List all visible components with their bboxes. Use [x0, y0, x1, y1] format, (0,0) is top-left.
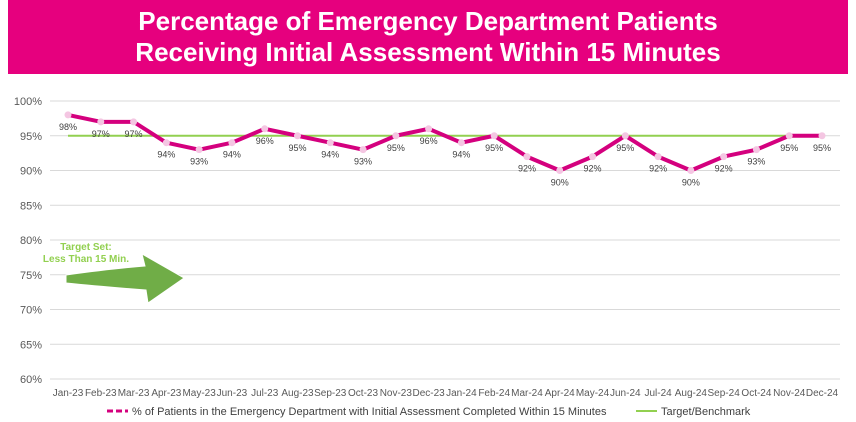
x-tick-label: Feb-23 [85, 388, 117, 399]
data-point [97, 118, 105, 126]
annotation-line-1: Target Set: [60, 242, 112, 253]
x-tick-label: Apr-23 [151, 388, 181, 399]
data-point [392, 132, 400, 140]
data-point [293, 132, 301, 140]
data-point [490, 132, 498, 140]
data-point [130, 118, 138, 126]
x-tick-label: Feb-24 [478, 388, 510, 399]
data-point [162, 139, 170, 147]
data-point [195, 146, 203, 154]
data-label: 92% [715, 164, 733, 174]
x-tick-label: Jun-24 [610, 388, 641, 399]
y-tick-label: 80% [20, 235, 42, 247]
data-label: 95% [485, 143, 503, 153]
x-tick-label: May-24 [576, 388, 610, 399]
y-tick-label: 85% [20, 200, 42, 212]
x-tick-label: Jan-24 [446, 388, 477, 399]
x-tick-label: Jun-23 [217, 388, 248, 399]
x-tick-label: Jul-24 [644, 388, 672, 399]
data-label: 93% [190, 157, 208, 167]
data-point [523, 153, 531, 161]
x-tick-label: Apr-24 [545, 388, 575, 399]
data-point [687, 167, 695, 174]
data-label: 95% [616, 143, 634, 153]
data-point [359, 146, 367, 154]
x-axis: Jan-23 Feb-23 Mar-23 Apr-23 May-23 Jun-23 Jul-… [53, 388, 839, 399]
data-point [589, 153, 597, 161]
x-tick-label: Oct-24 [741, 388, 771, 399]
data-point [785, 132, 793, 140]
y-tick-label: 60% [20, 374, 42, 386]
chart-title-line-1: Percentage of Emergency Department Patie… [138, 6, 718, 36]
data-point [654, 153, 662, 161]
y-axis: 60% 65% 70% 75% 80% 85% 90% 95% 100% [14, 96, 42, 386]
y-tick-label: 90% [20, 166, 42, 178]
title-banner: Percentage of Emergency Department Patie… [8, 0, 848, 74]
data-label: 97% [92, 129, 110, 139]
data-point [818, 132, 826, 140]
data-label: 95% [813, 143, 831, 153]
y-tick-label: 95% [20, 131, 42, 143]
data-label: 95% [780, 143, 798, 153]
chart-title-line-2: Receiving Initial Assessment Within 15 M… [135, 37, 721, 67]
annotation-line-2: Less Than 15 Min. [43, 254, 129, 265]
data-point [457, 139, 465, 147]
target-annotation: Target Set: Less Than 15 Min. [43, 242, 185, 304]
x-tick-label: May-23 [182, 388, 216, 399]
x-tick-label: Aug-24 [675, 388, 708, 399]
data-label: 92% [649, 164, 667, 174]
x-tick-label: Dec-23 [412, 388, 445, 399]
x-tick-label: Mar-24 [511, 388, 543, 399]
x-tick-label: Aug-23 [281, 388, 314, 399]
data-label: 94% [321, 150, 339, 160]
data-point [752, 146, 760, 154]
x-tick-label: Mar-23 [118, 388, 150, 399]
x-tick-label: Dec-24 [806, 388, 839, 399]
x-tick-label: Sep-24 [708, 388, 741, 399]
x-tick-label: Sep-23 [314, 388, 347, 399]
y-tick-label: 75% [20, 270, 42, 282]
data-label: 94% [452, 150, 470, 160]
y-tick-label: 100% [14, 96, 42, 108]
legend: % of Patients in the Emergency Departmen… [107, 406, 751, 418]
data-label: 94% [223, 150, 241, 160]
data-label: 92% [584, 164, 602, 174]
data-label: 92% [518, 164, 536, 174]
data-label: 96% [256, 136, 274, 146]
data-point [556, 167, 564, 174]
data-point [621, 132, 629, 140]
data-label: 93% [354, 157, 372, 167]
data-point [720, 153, 728, 161]
x-tick-label: Oct-23 [348, 388, 378, 399]
data-label: 97% [125, 129, 143, 139]
data-label: 95% [288, 143, 306, 153]
y-tick-label: 70% [20, 305, 42, 317]
data-point [326, 139, 334, 147]
data-point [228, 139, 236, 147]
arrow-right-icon [65, 252, 185, 304]
x-tick-label: Jul-23 [251, 388, 279, 399]
data-label: 98% [59, 122, 77, 132]
x-tick-label: Nov-23 [380, 388, 413, 399]
data-label: 94% [157, 150, 175, 160]
data-point [261, 125, 269, 133]
legend-label-series: % of Patients in the Emergency Departmen… [132, 406, 607, 418]
data-label: 90% [682, 178, 700, 188]
x-tick-label: Nov-24 [773, 388, 806, 399]
y-tick-label: 65% [20, 339, 42, 351]
data-label: 95% [387, 143, 405, 153]
data-point [64, 111, 72, 119]
data-label: 93% [747, 157, 765, 167]
series-layer: 98% 97% 97% 94% 93% 94% 96% 95% 94% 93% 95% 96% 94% 9… [59, 111, 831, 188]
data-point [425, 125, 433, 133]
legend-label-target: Target/Benchmark [661, 406, 751, 418]
series-line [67, 112, 822, 173]
data-label: 90% [551, 178, 569, 188]
data-label: 96% [420, 136, 438, 146]
x-tick-label: Jan-23 [53, 388, 84, 399]
